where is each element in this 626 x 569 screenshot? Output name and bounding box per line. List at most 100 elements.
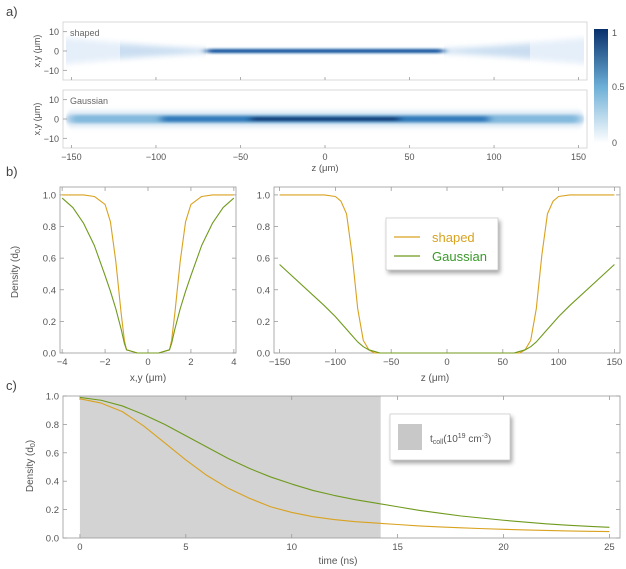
panel-label-b: b) — [6, 164, 18, 179]
profile-z-xtick-label: −150 — [269, 357, 290, 368]
profile-z-xtick-label: 150 — [606, 357, 622, 368]
profile-xy-series-shaped — [62, 194, 234, 354]
profile-z-ytick-label: 0.4 — [257, 285, 270, 296]
profile-z-plot: −150 −100 −50 0 50 100 150 0.0 0.2 0.4 0.6 0.8 1.0 — [257, 186, 622, 368]
heatmap-xtick-label: 150 — [571, 152, 586, 162]
profile-xy-xtick-label: 2 — [188, 357, 193, 368]
density-time-xtick-label: 0 — [77, 542, 82, 553]
profile-xy-ylabel: Density (d0) — [10, 246, 22, 298]
heatmap-ytick-label: 10 — [49, 95, 59, 105]
density-time-ytick-label: 1.0 — [46, 392, 59, 403]
profile-xy-frame — [59, 186, 237, 354]
heatmap-shaped-core — [206, 49, 444, 53]
heatmap-ytick-label: 0 — [54, 115, 59, 125]
density-time-frame — [62, 395, 621, 539]
panel-label-a: a) — [6, 4, 18, 19]
profile-xy-xlabel: x,y (μm) — [130, 373, 166, 384]
heatmap-gaussian-peak — [250, 117, 400, 121]
panel-label-c: c) — [6, 378, 17, 393]
collision-legend-rest: (10 — [443, 434, 458, 445]
colorbar-tick-0: 0 — [612, 138, 617, 148]
density-time-series-shaped — [79, 398, 610, 533]
profile-xy-xtick-label: −2 — [100, 357, 111, 368]
profile-xy-ylabel-sub: 0 — [15, 249, 22, 253]
profile-legend-box — [385, 217, 499, 271]
heatmap-shaped-field — [66, 38, 584, 64]
collision-legend-close: ) — [488, 434, 491, 445]
profile-xy-ytick-label: 1.0 — [43, 190, 56, 201]
colorbar-tick-0-5: 0.5 — [612, 82, 625, 92]
density-time-ytick-label: 0.2 — [46, 505, 59, 516]
profile-z-ytick-label: 0.6 — [257, 254, 270, 265]
heatmap-xtick-label: −100 — [146, 152, 166, 162]
collision-legend-t: t — [430, 434, 433, 445]
density-time-collision-region — [79, 396, 381, 538]
density-time-series-gaussian — [79, 396, 610, 528]
collision-legend-sub: coll — [433, 439, 444, 446]
profile-xy-ylabel-main: Density (d — [10, 253, 21, 298]
heatmap-ylabel-bottom: x,y (μm) — [32, 103, 42, 136]
profile-z-xtick-label: 0 — [444, 357, 449, 368]
density-time-xtick-label: 10 — [286, 542, 297, 553]
profile-xy-series-gaussian — [61, 197, 235, 354]
profile-z-xtick-label: −50 — [383, 357, 399, 368]
profile-z-xlabel: z (μm) — [421, 373, 450, 384]
collision-legend-sup1: 19 — [458, 433, 466, 440]
heatmap-shaped: shaped — [62, 21, 588, 81]
heatmap-xtick-label: −150 — [61, 152, 81, 162]
profile-z-xtick-label: 50 — [498, 357, 509, 368]
heatmap-xlabel: z (μm) — [311, 163, 338, 174]
heatmap-ytick-label: −10 — [44, 66, 59, 76]
legend-label-shaped: shaped — [432, 230, 475, 245]
heatmap-gaussian-label: Gaussian — [70, 96, 108, 106]
collision-legend-unit: cm — [466, 434, 482, 445]
heatmap-xtick-label: 100 — [487, 152, 502, 162]
density-time-ytick-label: 0.6 — [46, 448, 59, 459]
profile-xy-xtick-label: −4 — [57, 357, 68, 368]
profile-z-ytick-label: 1.0 — [257, 190, 270, 201]
density-time-ylabel-main: Density (d — [25, 447, 36, 492]
heatmap-shaped-label: shaped — [70, 28, 100, 38]
profile-z-ytick-label: 0.0 — [257, 349, 270, 360]
colorbar: 1 0.5 0 — [594, 28, 625, 148]
density-time-xtick-label: 15 — [392, 542, 403, 553]
profile-xy-ytick-label: 0.8 — [43, 222, 56, 233]
profile-xy-xtick-label: 0 — [145, 357, 150, 368]
collision-legend-entries: tcoll(1019 cm-3) — [398, 424, 491, 450]
density-time-ytick-label: 0.8 — [46, 420, 59, 431]
collision-legend-sup2: -3 — [482, 433, 488, 440]
profile-legend-entries: shaped Gaussian — [394, 230, 487, 264]
density-time-xlabel: time (ns) — [319, 556, 358, 567]
heatmap-xtick-label: 50 — [405, 152, 415, 162]
heatmap-ytick-label: 10 — [49, 27, 59, 37]
density-time-plot: 0 5 10 15 20 25 0.0 0.2 0.4 0.6 0.8 1.0 — [46, 392, 621, 553]
heatmap-ylabel-top: x,y (μm) — [32, 35, 42, 68]
profile-z-xtick-label: −100 — [325, 357, 346, 368]
density-time-ylabel: Density (d0) — [25, 440, 37, 492]
profile-xy-plot: −4 −2 0 2 4 0.0 0.2 0.4 0.6 0.8 1.0 — [43, 186, 237, 368]
profile-xy-ylabel-close: ) — [10, 246, 21, 249]
density-time-ylabel-close: ) — [25, 440, 36, 443]
profile-xy-ytick-label: 0.6 — [43, 254, 56, 265]
profile-z-ytick-label: 0.2 — [257, 317, 270, 328]
density-time-ytick-label: 0.0 — [46, 534, 59, 545]
profile-z-ytick-label: 0.8 — [257, 222, 270, 233]
legend-label-gaussian: Gaussian — [432, 249, 487, 264]
colorbar-tick-1: 1 — [612, 28, 617, 38]
heatmap-xtick-label: 0 — [322, 152, 327, 162]
density-time-xtick-label: 20 — [498, 542, 509, 553]
collision-legend-label: tcoll(1019 cm-3) — [430, 433, 491, 446]
heatmap-gaussian: Gaussian — [62, 89, 588, 149]
profile-xy-xtick-label: 4 — [231, 357, 236, 368]
heatmap-ytick-label: 0 — [54, 47, 59, 57]
profile-z-series-gaussian — [279, 264, 615, 354]
density-time-ytick-label: 0.4 — [46, 477, 59, 488]
density-time-xtick-label: 25 — [604, 542, 615, 553]
profile-xy-ytick-label: 0.0 — [43, 349, 56, 360]
collision-legend-swatch — [398, 424, 422, 450]
heatmap-ytick-label: −10 — [44, 134, 59, 144]
colorbar-gradient — [594, 29, 608, 143]
profile-legend — [385, 217, 499, 271]
density-time-ylabel-sub: 0 — [30, 443, 37, 447]
